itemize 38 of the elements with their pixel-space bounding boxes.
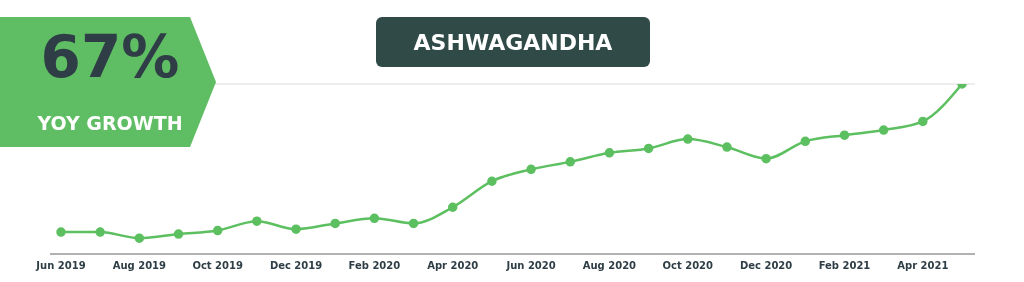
point [683,134,693,144]
point [526,164,536,175]
point [487,176,497,186]
point [173,229,184,239]
chart-title: ASHWAGANDHA [376,17,650,67]
point [565,157,576,167]
x-tick-label: Apr 2020 [427,260,479,272]
point [330,218,340,229]
point [291,224,301,234]
point [722,142,732,152]
x-tick-label: Feb 2020 [348,260,401,272]
point [761,153,771,164]
x-tick-label: Jun 2020 [505,260,556,272]
point [839,130,850,140]
x-tick-label: Dec 2019 [269,260,323,272]
x-tick-label: Oct 2020 [662,260,714,272]
x-tick-label: Apr 2021 [897,260,949,272]
point [878,125,889,135]
point [408,218,419,229]
point [212,225,223,236]
annotation: YOY GROWTH [36,111,184,136]
x-tick-label: Feb 2021 [818,260,871,272]
x-tick-label: Oct 2019 [192,260,243,272]
point [800,136,811,147]
x-tick-label: Jun 2019 [35,260,86,272]
point [918,116,928,127]
annotation: 67% [39,22,181,92]
point [134,233,145,243]
point [56,227,66,237]
point [369,213,380,224]
point [643,143,654,154]
point [252,216,262,226]
x-tick-label: Dec 2020 [739,260,793,272]
point [604,148,615,158]
x-tick-label: Aug 2019 [112,260,167,272]
point [95,227,105,237]
x-tick-label: Aug 2020 [582,260,637,272]
point [447,202,458,212]
